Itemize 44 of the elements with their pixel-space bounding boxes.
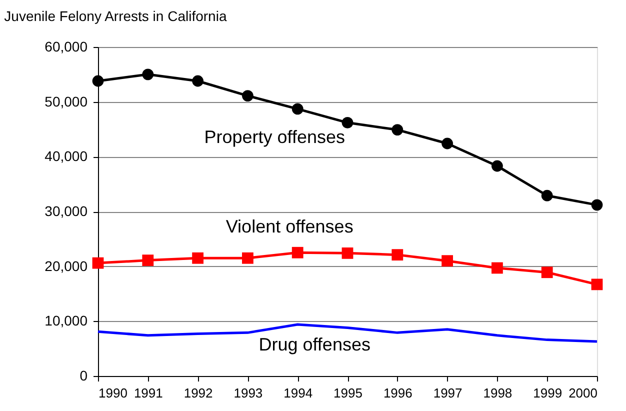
point [242,252,254,264]
point [292,103,304,115]
y-tick-label: 60,000 [44,38,88,54]
x-tick-label: 1994 [284,386,313,400]
point [342,247,354,259]
point [492,160,503,172]
point [591,278,603,290]
point [192,252,204,264]
y-tick-label: 10,000 [44,312,88,329]
x-tick-label: 1996 [383,386,412,400]
point [442,255,453,267]
x-tick-label: 1992 [184,386,213,400]
point [192,75,204,87]
series-label: Violent offenses [226,216,354,237]
y-tick-label: 0 [80,368,88,384]
point [92,75,104,87]
y-tick-label: 40,000 [44,148,88,164]
x-tick-label: 1999 [533,386,562,400]
series-label: Drug offenses [258,334,370,354]
chart-title: Juvenile Felony Arrests in California [4,8,227,24]
point [142,68,154,80]
x-tick-label: 1998 [483,386,512,400]
point [392,124,404,136]
x-tick-label: 1995 [334,386,362,400]
x-tick-label: 1991 [134,386,163,400]
point [492,262,503,274]
x-tick-label: 2000 [568,386,598,400]
point [342,116,354,128]
point [292,246,304,258]
point [142,254,154,266]
point [392,249,404,261]
point [541,266,553,278]
point [541,190,553,202]
series-label: Property offenses [204,126,345,147]
point [442,138,453,150]
x-tick-label: 1993 [234,386,263,400]
y-tick-label: 20,000 [44,258,88,274]
x-tick-label: 1997 [433,386,462,400]
y-tick-label: 30,000 [44,203,88,219]
y-tick-label: 50,000 [44,93,88,110]
x-tick-label: 1990 [98,386,128,400]
point [242,90,254,102]
point [591,199,603,211]
point [92,257,104,269]
